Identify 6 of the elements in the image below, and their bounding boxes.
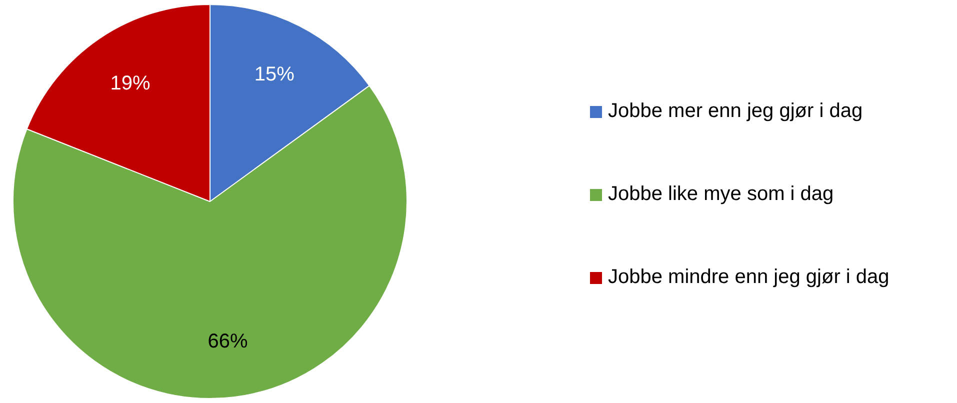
legend-label: Jobbe mer enn jeg gjør i dag [608,100,863,123]
legend-label: Jobbe like mye som i dag [608,183,834,206]
data-label: 15% [254,64,295,86]
data-label: 19% [110,72,151,95]
legend-label: Jobbe mindre enn jeg gjør i dag [608,266,890,289]
data-label: 66% [208,330,248,353]
